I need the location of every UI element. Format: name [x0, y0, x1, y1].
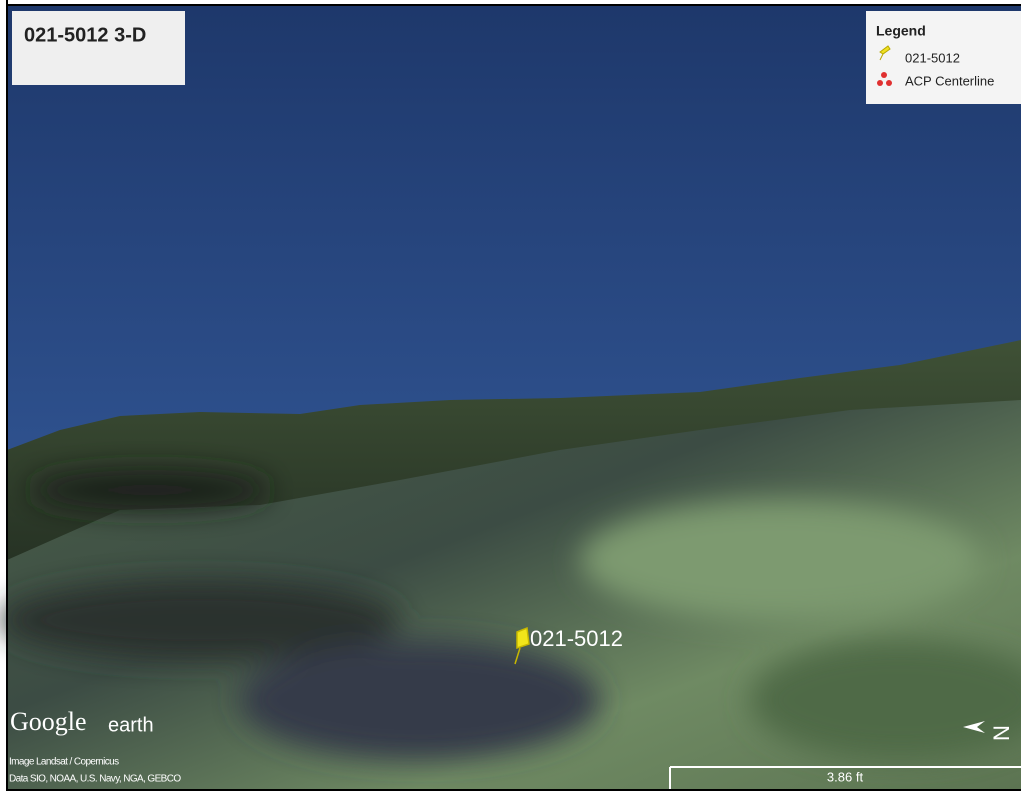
frame: [6, 0, 1021, 791]
legend-box: [866, 11, 1021, 104]
legend-title: Legend: [876, 23, 926, 39]
title: 021-5012 3-D: [24, 24, 146, 46]
logo-google: Google: [10, 707, 87, 736]
terrain-texture: [0, 470, 1021, 760]
legend-line-icon: [877, 72, 892, 86]
logo-earth: earth: [108, 714, 154, 736]
legend-item: 021-5012: [905, 50, 960, 65]
attribution: Data SIO, NOAA, U.S. Navy, NGA, GEBCO: [9, 774, 181, 785]
legend-item: ACP Centerline: [905, 73, 994, 88]
attribution: Image Landsat / Copernicus: [9, 757, 119, 768]
scale-bar: [669, 766, 1021, 789]
placemark-pin: [514, 626, 530, 665]
compass-arrow: [963, 721, 985, 733]
title-box: [12, 11, 185, 85]
compass-label: N: [989, 725, 1014, 741]
legend-pin-icon: [879, 45, 891, 61]
scale-label: 3.86 ft: [827, 769, 864, 784]
placemark-label: 021-5012: [530, 626, 623, 651]
